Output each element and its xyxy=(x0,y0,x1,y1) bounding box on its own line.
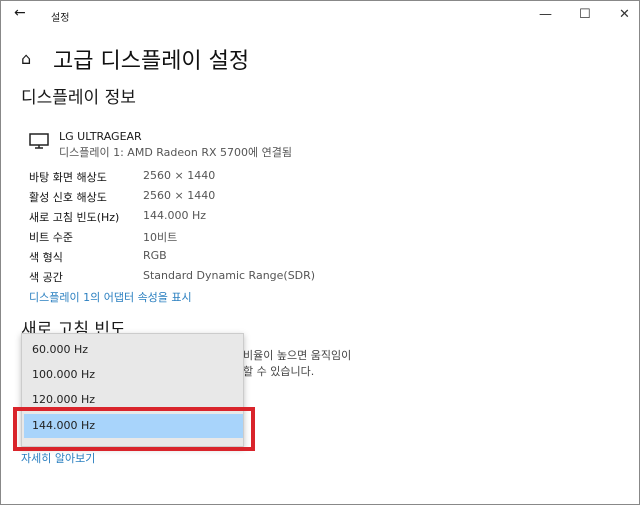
info-row: 색 공간 Standard Dynamic Range(SDR) xyxy=(29,269,429,289)
info-value: 2560 × 1440 xyxy=(143,169,216,182)
monitor-icon xyxy=(29,133,49,149)
home-icon[interactable]: ⌂ xyxy=(21,49,32,68)
section-heading-display-info: 디스플레이 정보 xyxy=(21,88,136,108)
info-value: RGB xyxy=(143,249,167,262)
back-button[interactable]: ← xyxy=(14,5,26,21)
info-value: 10비트 xyxy=(143,231,178,244)
refresh-description-line1: 비율이 높으면 움직임이 xyxy=(243,349,352,362)
dropdown-option-100hz[interactable]: 100.000 Hz xyxy=(32,368,96,381)
minimize-button[interactable]: — xyxy=(539,7,552,22)
page-title: 고급 디스플레이 설정 xyxy=(53,49,250,74)
adapter-properties-link[interactable]: 디스플레이 1의 어댑터 속성을 표시 xyxy=(29,291,192,304)
info-value: 2560 × 1440 xyxy=(143,189,216,202)
refresh-rate-dropdown[interactable]: 60.000 Hz 100.000 Hz 120.000 Hz 144.000 … xyxy=(21,333,244,447)
info-row: 비트 수준 10비트 xyxy=(29,229,429,249)
info-label: 새로 고침 빈도(Hz) xyxy=(29,211,120,224)
monitor-connection: 디스플레이 1: AMD Radeon RX 5700에 연결됨 xyxy=(59,146,293,159)
close-button[interactable]: ✕ xyxy=(619,7,630,22)
info-label: 색 공간 xyxy=(29,271,63,284)
refresh-description-line2: 할 수 있습니다. xyxy=(243,365,315,378)
info-row: 색 형식 RGB xyxy=(29,249,429,269)
info-value: Standard Dynamic Range(SDR) xyxy=(143,269,316,282)
maximize-button[interactable]: ☐ xyxy=(579,7,591,22)
monitor-name: LG ULTRAGEAR xyxy=(59,130,142,143)
info-row: 바탕 화면 해상도 2560 × 1440 xyxy=(29,169,429,189)
info-value: 144.000 Hz xyxy=(143,209,207,222)
info-label: 바탕 화면 해상도 xyxy=(29,171,107,184)
info-label: 활성 신호 해상도 xyxy=(29,191,107,204)
window-title: 설정 xyxy=(51,13,70,24)
dropdown-option-120hz[interactable]: 120.000 Hz xyxy=(32,393,96,406)
info-label: 색 형식 xyxy=(29,251,63,264)
highlight-box xyxy=(13,407,255,451)
dropdown-option-144hz[interactable]: 144.000 Hz xyxy=(24,414,243,438)
info-label: 비트 수준 xyxy=(29,231,73,244)
info-row: 활성 신호 해상도 2560 × 1440 xyxy=(29,189,429,209)
info-row: 새로 고침 빈도(Hz) 144.000 Hz xyxy=(29,209,429,229)
learn-more-link[interactable]: 자세히 알아보기 xyxy=(21,452,96,465)
dropdown-option-60hz[interactable]: 60.000 Hz xyxy=(32,343,89,356)
